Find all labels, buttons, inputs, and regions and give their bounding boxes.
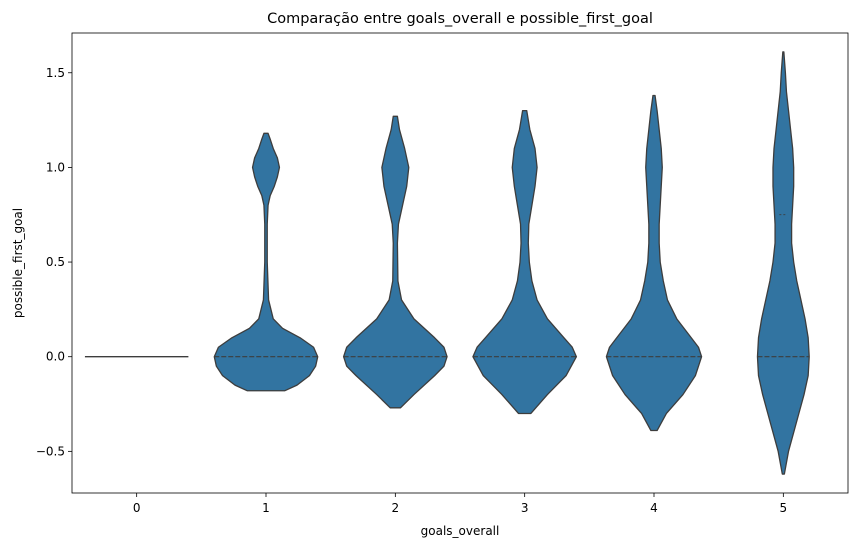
y-tick-label: −0.5 — [36, 444, 65, 458]
y-tick-label: 0.0 — [46, 350, 65, 364]
violin-group — [84, 51, 810, 475]
x-tick-label: 4 — [650, 501, 658, 515]
violin-2 — [342, 115, 448, 409]
x-tick-label: 3 — [521, 501, 529, 515]
plot-area — [72, 33, 848, 493]
y-axis-label: possible_first_goal — [11, 208, 25, 318]
violin-5 — [756, 51, 810, 475]
plot-frame — [71, 32, 849, 494]
violin-4 — [605, 94, 703, 432]
y-axis: −0.5 0.0 0.5 1.0 1.5 — [36, 66, 72, 458]
y-tick-label: 1.5 — [46, 66, 65, 80]
x-tick-label: 1 — [262, 501, 270, 515]
chart-title: Comparação entre goals_overall e possibl… — [267, 11, 653, 27]
y-tick-label: 1.0 — [46, 160, 65, 174]
y-tick-label: 0.5 — [46, 255, 65, 269]
violin-3 — [472, 109, 578, 415]
x-tick-label: 0 — [133, 501, 141, 515]
violin-1 — [213, 132, 319, 392]
x-axis: 0 1 2 3 4 5 — [133, 493, 787, 515]
x-tick-label: 2 — [392, 501, 400, 515]
x-axis-label: goals_overall — [421, 524, 500, 538]
x-tick-label: 5 — [780, 501, 788, 515]
